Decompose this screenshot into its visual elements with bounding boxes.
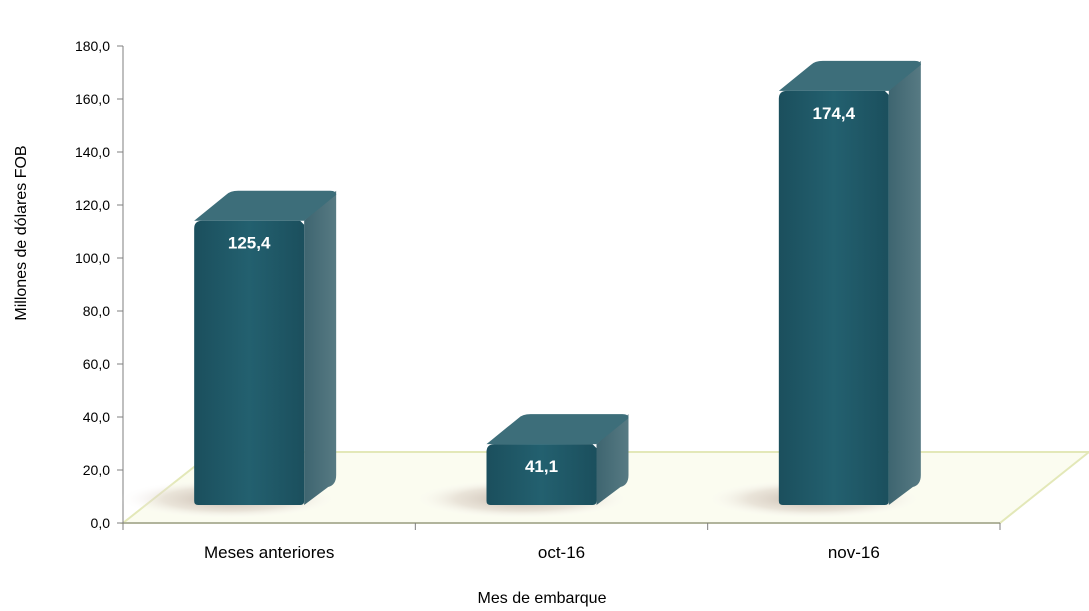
bar-side-face — [888, 60, 921, 506]
y-tick-label: 60,0 — [83, 356, 110, 372]
bar-top-face — [194, 190, 337, 221]
y-tick-label: 40,0 — [83, 409, 110, 425]
bar-3 — [778, 60, 921, 506]
y-tick-label: 80,0 — [83, 303, 110, 319]
y-tick-label: 20,0 — [83, 462, 110, 478]
x-category-label: nov-16 — [828, 543, 880, 562]
bar-front-face — [778, 90, 889, 505]
bar-value-label: 41,1 — [525, 457, 558, 476]
bar-2 — [486, 414, 629, 505]
bar-value-label: 125,4 — [228, 234, 271, 253]
bar-value-label: 174,4 — [813, 104, 856, 123]
bar-top-face — [486, 414, 629, 445]
y-tick-label: 180,0 — [75, 38, 110, 54]
x-category-label: oct-16 — [538, 543, 585, 562]
y-tick-label: 0,0 — [91, 515, 111, 531]
x-axis-title: Mes de embarque — [478, 590, 607, 607]
y-tick-label: 140,0 — [75, 144, 110, 160]
bar-front-face — [486, 444, 597, 505]
bar-top-face — [778, 60, 921, 91]
y-tick-label: 160,0 — [75, 91, 110, 107]
bar-1 — [194, 190, 337, 505]
x-category-label: Meses anteriores — [204, 543, 334, 562]
y-tick-label: 120,0 — [75, 197, 110, 213]
y-tick-label: 100,0 — [75, 250, 110, 266]
y-axis-title: Millones de dólares FOB — [13, 145, 30, 320]
bar-front-face — [194, 220, 305, 505]
bar-side-face — [304, 190, 337, 505]
